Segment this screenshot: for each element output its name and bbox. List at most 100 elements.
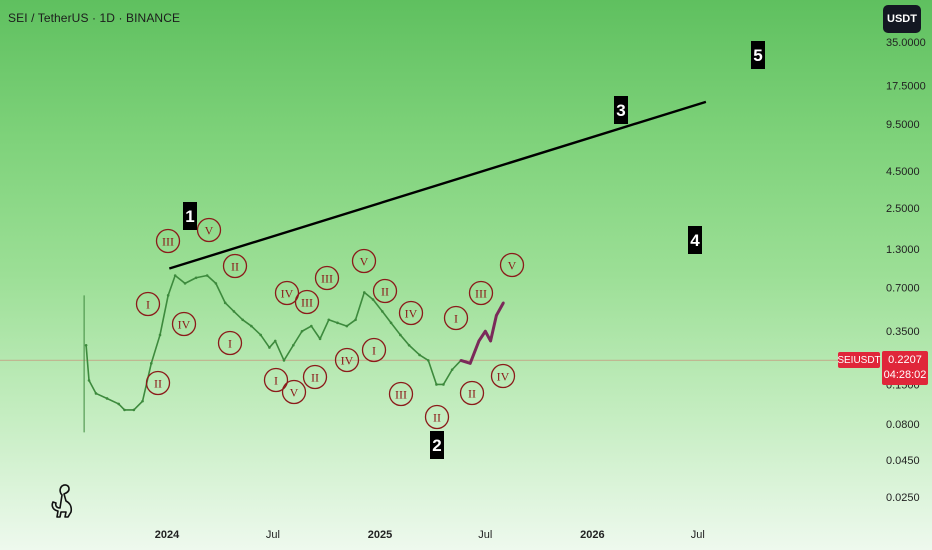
svg-text:4: 4 (690, 231, 700, 250)
price-point (268, 346, 271, 349)
svg-text:V: V (508, 259, 517, 273)
svg-text:3: 3 (616, 101, 625, 120)
svg-text:1: 1 (185, 207, 194, 226)
svg-text:IV: IV (497, 370, 510, 384)
sub-wave-label: I (443, 305, 469, 331)
price-point (94, 392, 98, 395)
sub-wave-label: III (155, 228, 181, 254)
price-point (123, 408, 126, 412)
sub-wave-label: I (217, 330, 243, 356)
sub-wave-label: IV (334, 347, 360, 373)
price-point (362, 291, 366, 294)
dinosaur-logo-icon[interactable] (46, 483, 76, 519)
x-tick-label: 2026 (580, 529, 604, 541)
price-point (495, 314, 498, 317)
price-point (205, 274, 209, 277)
price-point (300, 329, 304, 333)
svg-text:V: V (205, 224, 214, 238)
wave-label-5: 5 (751, 41, 765, 69)
price-point (345, 324, 349, 328)
price-point (214, 282, 218, 285)
svg-text:I: I (454, 312, 458, 326)
price-point (117, 402, 120, 406)
price-point (442, 383, 445, 386)
svg-text:5: 5 (753, 46, 762, 65)
svg-text:II: II (468, 387, 476, 401)
price-point (183, 282, 187, 285)
price-point (435, 383, 438, 386)
y-tick-label: 0.0450 (886, 455, 920, 467)
sub-wave-label: V (196, 217, 222, 243)
wave-label-2: 2 (430, 431, 444, 459)
price-point (418, 353, 421, 357)
price-point (105, 397, 109, 400)
price-point (291, 343, 295, 347)
sub-wave-label: III (468, 280, 494, 306)
sub-wave-label: I (361, 337, 387, 363)
svg-text:III: III (301, 296, 313, 310)
sub-wave-label: V (499, 252, 525, 278)
sub-wave-label: V (281, 379, 307, 405)
sub-wave-label: II (222, 253, 248, 279)
svg-text:II: II (381, 285, 389, 299)
svg-text:IV: IV (405, 307, 418, 321)
y-tick-label: 0.0800 (886, 419, 920, 431)
symbol-label: SEIUSDT (837, 352, 881, 368)
price-point (427, 359, 430, 362)
sub-wave-label: II (302, 364, 328, 390)
x-tick-label: 2024 (155, 529, 180, 541)
price-point (194, 276, 198, 280)
price-point (158, 333, 162, 337)
price-point (450, 368, 454, 371)
price-point (371, 298, 375, 301)
price-point (399, 333, 402, 337)
sub-wave-label: IV (398, 300, 424, 326)
y-tick-label: 0.7000 (886, 283, 920, 295)
wave-label-4: 4 (688, 226, 702, 254)
y-tick-label: 2.5000 (886, 203, 920, 215)
price-point (502, 301, 505, 305)
trend-line (168, 100, 707, 270)
price-point (468, 362, 472, 365)
svg-text:V: V (290, 386, 299, 400)
svg-text:III: III (321, 272, 333, 286)
wave-label-1: 1 (183, 202, 197, 230)
price-point (149, 362, 153, 365)
y-tick-label: 35.0000 (886, 37, 926, 49)
price-point (132, 408, 136, 412)
price-point (459, 359, 463, 362)
x-tick-label: 2025 (368, 529, 392, 541)
svg-text:III: III (162, 235, 174, 249)
price-point (223, 301, 227, 305)
x-tick-label: Jul (266, 529, 280, 541)
price-series-line (85, 274, 462, 411)
price-point (381, 310, 384, 313)
candle-countdown: 04:28:02 (883, 369, 927, 381)
svg-text:I: I (228, 337, 232, 351)
sub-wave-label: II (424, 404, 450, 430)
sub-wave-label: II (372, 278, 398, 304)
y-tick-label: 17.5000 (886, 81, 926, 93)
svg-text:I: I (274, 374, 278, 388)
sub-wave-label: IV (490, 363, 516, 389)
sub-wave-label: II (459, 380, 485, 406)
sub-wave-label: IV (171, 311, 197, 337)
svg-text:III: III (395, 388, 407, 402)
svg-text:I: I (146, 298, 150, 312)
current-price-badge: 0.2207 04:28:02 (882, 351, 928, 385)
x-tick-label: Jul (478, 529, 492, 541)
wave-label-3: 3 (614, 96, 628, 124)
sub-wave-label: II (145, 370, 171, 396)
y-tick-label: 4.5000 (886, 166, 920, 178)
price-point (282, 359, 286, 362)
svg-text:IV: IV (341, 354, 354, 368)
svg-text:IV: IV (281, 287, 294, 301)
chart-title: SEI / TetherUS · 1D · BINANCE (8, 11, 181, 25)
svg-text:II: II (231, 260, 239, 274)
price-point (318, 337, 322, 341)
svg-text:III: III (475, 287, 487, 301)
x-tick-label: Jul (691, 529, 705, 541)
currency-button[interactable]: USDT (883, 5, 921, 33)
sub-wave-label: III (314, 265, 340, 291)
